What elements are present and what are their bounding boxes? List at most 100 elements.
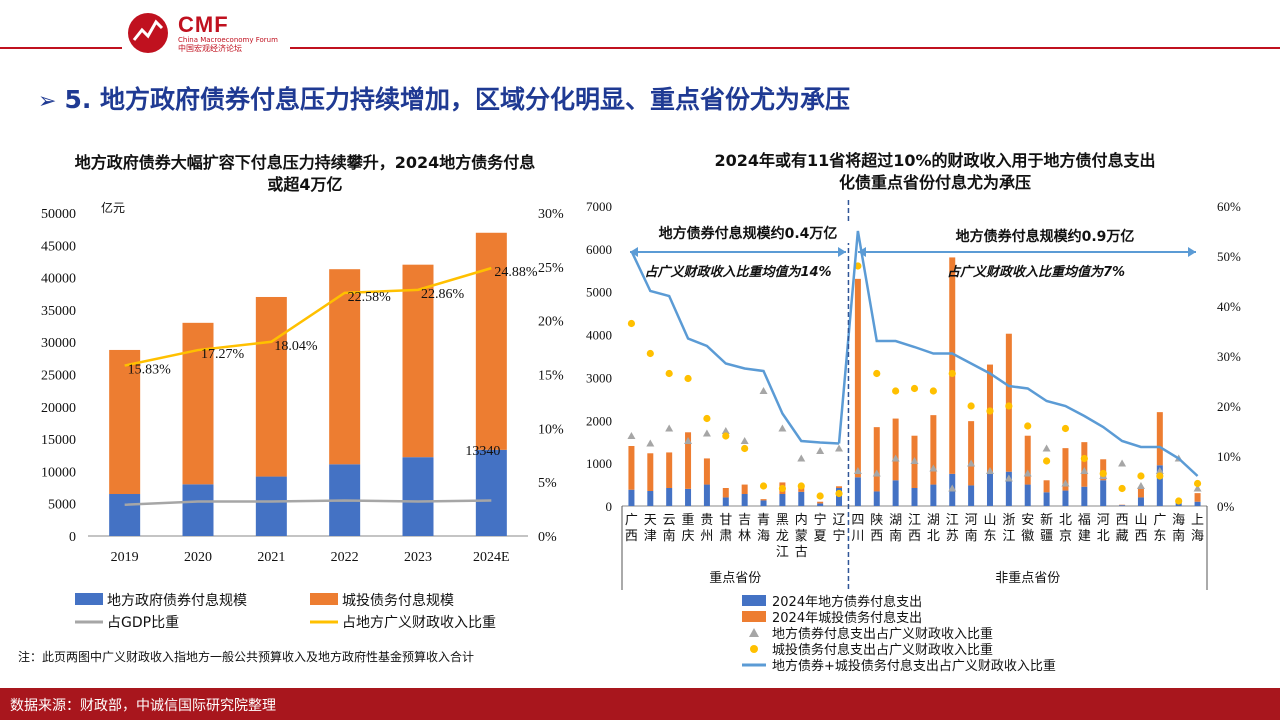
right-scatter-local-bond-ratio: [1155, 467, 1164, 474]
right-scatter-local-bond-ratio: [1174, 454, 1183, 462]
right-annotation-other-sub: 占广义财政收入比重均值为7%: [947, 264, 1125, 280]
logo-text: CMF: [178, 12, 229, 37]
right-scatter-lgfv-ratio: [854, 262, 862, 270]
right-scatter-local-bond-ratio: [778, 424, 787, 432]
left-bar-lgfv: [329, 269, 361, 465]
left-x-tick-label: 2023: [404, 550, 432, 565]
right-bar-lgfv: [666, 452, 673, 488]
left-legend-label: 地方政府债券付息规模: [107, 592, 247, 609]
left-y2-tick-label: 0%: [538, 530, 557, 545]
logo-subtitle-cn: 中国宏观经济论坛: [178, 44, 242, 53]
right-x-tick-label: 新疆: [1040, 512, 1053, 544]
right-x-tick-label: 湖南: [889, 513, 902, 544]
right-annotation-arrow-other-head: [1188, 247, 1196, 257]
left-bar-lgfv: [402, 264, 434, 458]
right-scatter-lgfv-ratio: [892, 387, 900, 395]
right-scatter-local-bond-ratio: [929, 464, 938, 472]
right-scatter-lgfv-ratio: [1118, 484, 1126, 493]
right-scatter-local-bond-ratio: [665, 424, 674, 432]
right-bar-local-bond: [854, 477, 861, 506]
right-scatter-local-bond-ratio: [1080, 467, 1089, 474]
left-y-tick-label: 45000: [41, 239, 76, 254]
right-scatter-lgfv-ratio: [1175, 497, 1183, 505]
right-scatter-lgfv-ratio: [1061, 424, 1070, 433]
right-bar-lgfv: [1156, 412, 1163, 466]
right-bar-local-bond: [1062, 490, 1069, 506]
right-scatter-local-bond-ratio: [684, 437, 693, 444]
footer-bar: 数据来源：财政部，中诚信国际研究院整理: [0, 688, 1280, 720]
right-scatter-lgfv-ratio: [1042, 457, 1051, 465]
left-bar-local-bond: [329, 464, 361, 536]
left-y-tick-label: 30000: [41, 336, 76, 351]
right-bar-lgfv: [1137, 487, 1144, 498]
right-line-total-ratio: [630, 250, 840, 445]
right-bar-local-bond: [911, 488, 918, 506]
right-x-tick-label: 内蒙古: [795, 512, 808, 560]
right-y2-tick-label: 10%: [1217, 449, 1241, 464]
right-bar-local-bond: [930, 484, 937, 506]
right-bar-lgfv: [703, 458, 710, 485]
right-x-tick-label: 山东: [983, 513, 996, 544]
right-bar-lgfv: [1100, 459, 1107, 481]
right-scatter-lgfv-ratio: [665, 369, 673, 378]
right-bar-local-bond: [722, 497, 729, 506]
left-y-tick-label: 50000: [41, 207, 76, 222]
left-y-tick-label: 0: [69, 530, 76, 545]
right-scatter-lgfv-ratio: [929, 387, 937, 395]
left-x-tick-label: 2022: [331, 550, 359, 565]
right-bar-lgfv: [949, 257, 956, 474]
right-y2-tick-label: 50%: [1217, 249, 1241, 264]
right-scatter-local-bond-ratio: [853, 467, 862, 474]
right-x-tick-label: 北京: [1059, 513, 1072, 544]
right-scatter-local-bond-ratio: [967, 459, 976, 467]
right-x-tick-label: 西藏: [1116, 513, 1129, 544]
left-y2-tick-label: 10%: [538, 422, 564, 437]
section-title-text: 5. 地方政府债券付息压力持续增加，区域分化明显、重点省份尤为承压: [64, 85, 851, 114]
right-annotation-arrow-key-head: [630, 247, 638, 257]
left-x-tick-label: 2021: [257, 550, 285, 565]
left-data-label: 18.04%: [274, 339, 318, 354]
right-group-label-key: 重点省份: [709, 570, 761, 586]
right-bar-lgfv: [1043, 480, 1050, 493]
right-bar-local-bond: [892, 480, 899, 506]
right-bar-lgfv: [817, 501, 824, 504]
left-x-tick-label: 2020: [184, 550, 212, 565]
right-scatter-local-bond-ratio: [891, 454, 900, 462]
right-x-tick-label: 四川: [851, 513, 864, 544]
right-bar-local-bond: [873, 491, 880, 506]
right-scatter-lgfv-ratio: [722, 432, 730, 440]
right-annotation-other-title: 地方债券付息规模约0.9万亿: [956, 228, 1135, 245]
right-bar-lgfv: [892, 418, 899, 481]
header-line-left: [0, 47, 122, 49]
right-x-tick-label: 上海: [1191, 513, 1204, 544]
cmf-logo-icon: [128, 13, 168, 53]
left-bar-lgfv: [109, 349, 141, 495]
left-legend-swatch: [310, 593, 338, 605]
left-y-axis-label: 亿元: [101, 200, 125, 215]
left-y2-tick-label: 15%: [538, 369, 564, 384]
right-annotation-key-sub: 占广义财政收入比重均值为14%: [644, 264, 831, 280]
right-annotation-arrow-key-head: [838, 247, 846, 257]
left-data-label: 17.27%: [201, 347, 245, 362]
right-legend-swatch: [749, 628, 759, 637]
left-data-label: 22.58%: [348, 290, 392, 305]
left-y-tick-label: 20000: [41, 401, 76, 416]
right-bar-lgfv: [873, 427, 880, 492]
right-chart-title-line2: 化债重点省份付息尤为承压: [838, 173, 1031, 192]
right-bar-lgfv: [968, 421, 975, 486]
right-y2-tick-label: 40%: [1217, 299, 1241, 314]
left-y-tick-label: 5000: [48, 498, 76, 513]
footnote: 注：此页两图中广义财政收入指地方一般公共预算收入及地方政府性基金预算收入合计: [18, 650, 475, 664]
right-legend-label: 城投债务付息支出占广义财政收入比重: [772, 642, 993, 658]
right-scatter-lgfv-ratio: [1099, 469, 1107, 478]
right-bar-local-bond: [1194, 501, 1201, 506]
right-scatter-local-bond-ratio: [1099, 472, 1108, 479]
right-bar-lgfv: [647, 453, 654, 491]
left-line-fiscal-ratio: [124, 266, 492, 367]
right-legend-swatch: [742, 611, 766, 622]
logo-subtitle-en: China Macroeconomy Forum: [178, 36, 278, 44]
right-legend-swatch: [742, 595, 766, 606]
right-bar-local-bond: [1175, 502, 1182, 506]
right-x-tick-label: 云南: [663, 513, 676, 544]
right-scatter-lgfv-ratio: [948, 369, 956, 378]
